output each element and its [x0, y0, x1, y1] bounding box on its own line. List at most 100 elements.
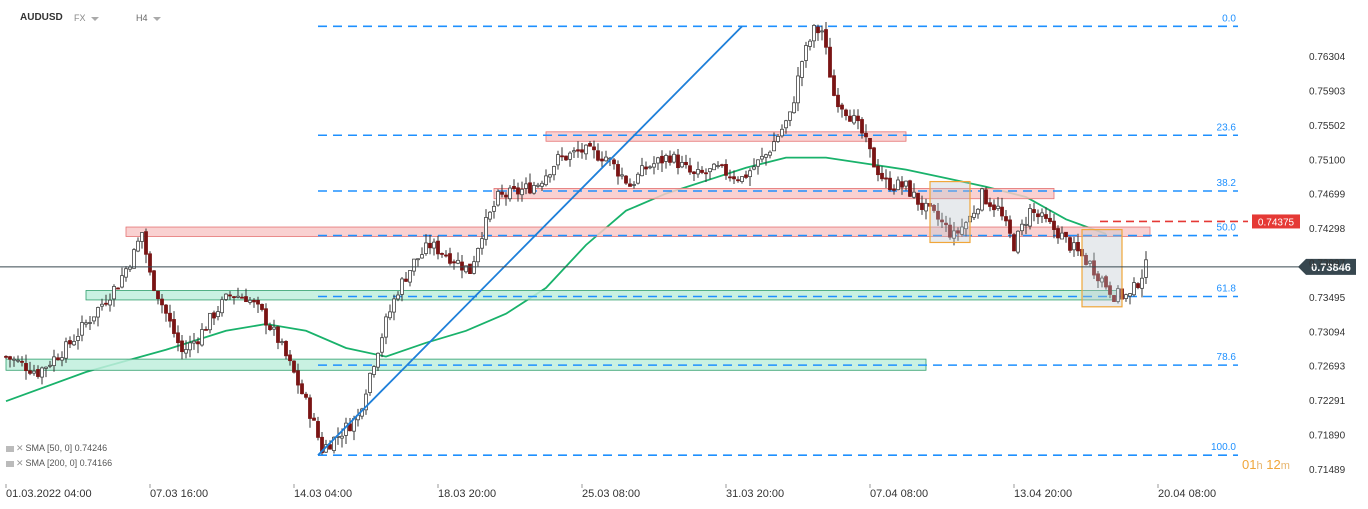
candle-body[interactable] — [1032, 209, 1036, 213]
candle-body[interactable] — [1124, 294, 1128, 299]
candle-body[interactable] — [116, 287, 120, 290]
candle-body[interactable] — [1076, 242, 1080, 252]
candle-body[interactable] — [840, 104, 844, 110]
candle-body[interactable] — [856, 115, 860, 122]
candle-body[interactable] — [572, 150, 576, 153]
candle-body[interactable] — [152, 270, 156, 291]
candle-body[interactable] — [76, 336, 80, 341]
candle-body[interactable] — [24, 363, 28, 372]
candle-body[interactable] — [12, 358, 16, 361]
candle-body[interactable] — [772, 141, 776, 152]
candle-body[interactable] — [1132, 282, 1136, 296]
candle-body[interactable] — [236, 295, 240, 298]
candle-body[interactable] — [644, 166, 648, 170]
alert-price-tag[interactable] — [1252, 214, 1300, 229]
candle-body[interactable] — [980, 188, 984, 211]
candle-body[interactable] — [712, 163, 716, 171]
candle-body[interactable] — [68, 340, 72, 345]
candle-body[interactable] — [240, 296, 244, 299]
candle-body[interactable] — [128, 266, 132, 270]
candle-body[interactable] — [372, 366, 376, 375]
candle-body[interactable] — [204, 329, 208, 331]
candle-body[interactable] — [20, 360, 24, 363]
candle-body[interactable] — [1056, 228, 1060, 239]
resistance-zone[interactable] — [125, 226, 1151, 237]
candle-body[interactable] — [440, 253, 444, 255]
candle-body[interactable] — [760, 155, 764, 160]
candle-body[interactable] — [884, 177, 888, 180]
candle-body[interactable] — [788, 111, 792, 121]
candle-body[interactable] — [328, 444, 332, 450]
candle-body[interactable] — [140, 232, 144, 242]
candle-body[interactable] — [72, 341, 76, 346]
candle-body[interactable] — [264, 308, 268, 326]
candle-body[interactable] — [944, 222, 948, 226]
candle-body[interactable] — [268, 325, 272, 331]
candle-body[interactable] — [796, 75, 800, 104]
candle-body[interactable] — [364, 393, 368, 411]
candle-body[interactable] — [400, 278, 404, 295]
candle-body[interactable] — [560, 155, 564, 158]
candle-body[interactable] — [804, 45, 808, 61]
indicator-icon[interactable] — [6, 460, 14, 467]
candle-body[interactable] — [80, 322, 84, 336]
candle-body[interactable] — [1096, 273, 1100, 282]
candle-body[interactable] — [832, 75, 836, 96]
candle-body[interactable] — [1040, 212, 1044, 217]
candle-body[interactable] — [384, 316, 388, 338]
candle-body[interactable] — [464, 265, 468, 273]
candle-body[interactable] — [764, 154, 768, 158]
candle-body[interactable] — [636, 173, 640, 184]
candle-body[interactable] — [1140, 277, 1144, 289]
candle-body[interactable] — [432, 241, 436, 249]
candle-body[interactable] — [228, 294, 232, 297]
candle-body[interactable] — [420, 254, 424, 259]
candle-body[interactable] — [60, 357, 64, 361]
candle-body[interactable] — [628, 183, 632, 187]
candle-body[interactable] — [816, 26, 820, 34]
candle-body[interactable] — [304, 393, 308, 398]
candle-body[interactable] — [952, 230, 956, 239]
candle-body[interactable] — [744, 174, 748, 178]
candle-body[interactable] — [1052, 220, 1056, 230]
candle-body[interactable] — [168, 312, 172, 322]
candle-body[interactable] — [612, 159, 616, 165]
candle-body[interactable] — [1016, 230, 1020, 253]
candle-body[interactable] — [444, 254, 448, 257]
candle-body[interactable] — [496, 191, 500, 206]
candle-body[interactable] — [692, 171, 696, 175]
candle-body[interactable] — [688, 165, 692, 173]
candle-body[interactable] — [1008, 219, 1012, 234]
candle-body[interactable] — [896, 179, 900, 191]
candle-body[interactable] — [1136, 283, 1140, 288]
candle-body[interactable] — [1060, 232, 1064, 240]
candle-body[interactable] — [512, 186, 516, 189]
exchange-selector[interactable]: FX — [74, 13, 99, 23]
candle-body[interactable] — [740, 176, 744, 182]
candle-body[interactable] — [632, 184, 636, 186]
candle-body[interactable] — [1048, 217, 1052, 223]
candle-body[interactable] — [920, 202, 924, 210]
candle-body[interactable] — [604, 156, 608, 162]
candle-body[interactable] — [120, 275, 124, 288]
consolidation-box[interactable] — [929, 180, 971, 244]
candle-body[interactable] — [724, 164, 728, 176]
candle-body[interactable] — [532, 185, 536, 194]
candle-body[interactable] — [956, 230, 960, 234]
indicator-sma50[interactable]: ✕ SMA [50, 0] 0.74246 — [6, 443, 107, 454]
candle-body[interactable] — [452, 261, 456, 264]
candle-body[interactable] — [276, 326, 280, 343]
candle-body[interactable] — [812, 24, 816, 42]
candle-body[interactable] — [616, 164, 620, 177]
candle-body[interactable] — [852, 115, 856, 124]
candle-body[interactable] — [124, 268, 128, 278]
candle-body[interactable] — [1144, 259, 1148, 278]
candle-body[interactable] — [836, 94, 840, 108]
candle-body[interactable] — [92, 316, 96, 322]
candle-body[interactable] — [412, 258, 416, 272]
candle-body[interactable] — [488, 211, 492, 220]
candle-body[interactable] — [868, 138, 872, 150]
candle-body[interactable] — [976, 208, 980, 215]
candle-body[interactable] — [1044, 214, 1048, 219]
candle-body[interactable] — [48, 364, 52, 367]
